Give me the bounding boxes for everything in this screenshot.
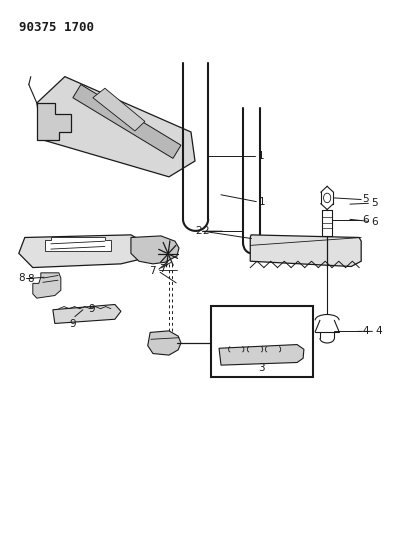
Polygon shape: [249, 235, 360, 266]
Text: 2: 2: [202, 226, 208, 236]
Text: 9: 9: [69, 319, 76, 329]
Text: 1: 1: [258, 197, 265, 207]
Text: 8: 8: [27, 273, 33, 284]
Text: 7: 7: [149, 266, 156, 276]
Polygon shape: [147, 331, 181, 355]
Text: 7: 7: [159, 264, 165, 274]
Text: 1: 1: [258, 151, 264, 161]
Polygon shape: [93, 88, 145, 131]
Text: 4: 4: [362, 326, 368, 336]
Text: 6: 6: [370, 217, 377, 227]
Polygon shape: [19, 235, 145, 268]
Polygon shape: [72, 85, 181, 158]
Polygon shape: [53, 304, 121, 324]
Polygon shape: [45, 238, 111, 251]
Text: 6: 6: [362, 215, 368, 225]
Text: 8: 8: [18, 273, 25, 283]
Polygon shape: [37, 77, 194, 177]
Polygon shape: [218, 344, 303, 365]
Text: 3: 3: [257, 363, 264, 373]
Polygon shape: [33, 273, 61, 298]
Text: 4: 4: [374, 326, 381, 336]
Bar: [211, 306, 312, 377]
Text: 9: 9: [89, 304, 95, 314]
Text: 2: 2: [195, 226, 202, 236]
Circle shape: [324, 249, 328, 255]
Polygon shape: [37, 103, 71, 140]
Polygon shape: [130, 236, 179, 264]
Text: 90375 1700: 90375 1700: [19, 21, 94, 34]
Text: 5: 5: [362, 194, 368, 204]
Text: 5: 5: [370, 198, 377, 208]
